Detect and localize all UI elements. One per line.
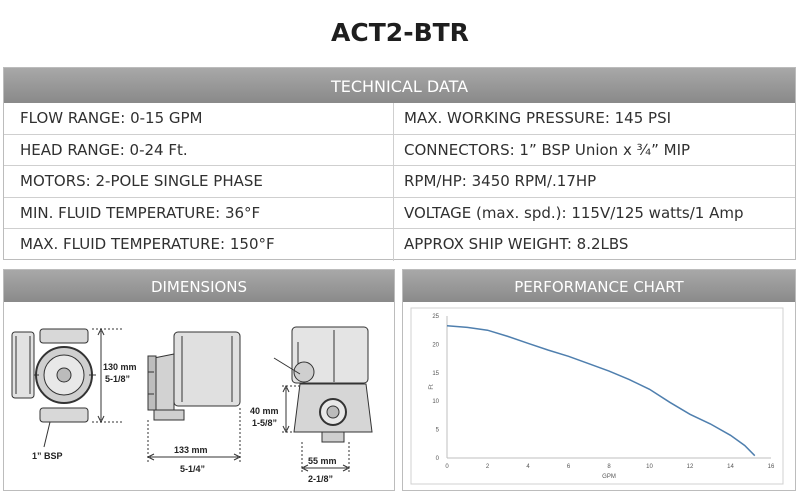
- technical-data-table: TECHNICAL DATA FLOW RANGE: 0-15 GPM MAX.…: [3, 67, 796, 261]
- x-tick-label: 2: [486, 464, 490, 470]
- x-axis-label: GPM: [602, 474, 616, 480]
- x-tick-label: 0: [445, 464, 449, 470]
- x-tick-label: 12: [687, 464, 694, 470]
- spec-motors: MOTORS: 2-POLE SINGLE PHASE: [4, 166, 394, 197]
- pump-top-view: [291, 326, 373, 443]
- x-tick-label: 8: [607, 464, 611, 470]
- technical-data-header: TECHNICAL DATA: [4, 68, 795, 103]
- height-dimension: [92, 327, 124, 424]
- depth-in-label: 2-1/8”: [308, 474, 333, 484]
- spec-head-range: HEAD RANGE: 0-24 Ft.: [4, 134, 394, 166]
- length-dimension: [146, 408, 242, 462]
- dimensions-drawing: 130 mm 5-1/8” 1” BSP 133 mm 5-1/4”: [11, 326, 373, 484]
- length-mm-label: 133 mm: [174, 445, 208, 455]
- spec-connectors: CONNECTORS: 1” BSP Union x ¾” MIP: [404, 140, 691, 159]
- spec-max-temp: MAX. FLUID TEMPERATURE: 150°F: [4, 229, 394, 261]
- depth-mm-label: 55 mm: [308, 456, 337, 466]
- connector-label: 1” BSP: [32, 451, 63, 461]
- spec-max-pressure: MAX. WORKING PRESSURE: 145 PSI: [404, 109, 672, 127]
- height-in-label: 5-1/8”: [105, 374, 130, 384]
- y-tick-label: 0: [436, 456, 440, 462]
- depth-dimension: [300, 442, 351, 474]
- x-tick-label: 16: [768, 464, 775, 470]
- y-tick-label: 5: [436, 428, 440, 434]
- height-mm-label: 130 mm: [103, 362, 137, 372]
- dimensions-header: DIMENSIONS: [4, 270, 394, 302]
- table-row: FLOW RANGE: 0-15 GPM MAX. WORKING PRESSU…: [4, 103, 795, 135]
- spec-min-temp: MIN. FLUID TEMPERATURE: 36°F: [4, 197, 394, 229]
- y-axis-label: Ft: [429, 384, 435, 390]
- table-row: MIN. FLUID TEMPERATURE: 36°F VOLTAGE (ma…: [4, 197, 795, 230]
- spec-ship-weight: APPROX SHIP WEIGHT: 8.2LBS: [404, 235, 629, 254]
- table-row: MAX. FLUID TEMPERATURE: 150°F APPROX SHI…: [4, 229, 795, 261]
- spec-rpm-hp: RPM/HP: 3450 RPM/.17HP: [404, 172, 597, 191]
- table-row: HEAD RANGE: 0-24 Ft. CONNECTORS: 1” BSP …: [4, 134, 795, 167]
- y-tick-label: 15: [432, 371, 439, 377]
- y-tick-label: 20: [432, 342, 439, 348]
- x-tick-label: 6: [567, 464, 571, 470]
- dimensions-panel: DIMENSIONS 130 mm 5-1/8” 1” BSP: [3, 269, 395, 491]
- spec-voltage: VOLTAGE (max. spd.): 115V/125 watts/1 Am…: [404, 203, 744, 222]
- page-title: ACT2-BTR: [331, 18, 469, 47]
- pump-side-view: [147, 331, 241, 421]
- performance-header: PERFORMANCE CHART: [403, 270, 795, 302]
- y-tick-label: 25: [432, 314, 439, 320]
- y-tick-label: 10: [432, 399, 439, 405]
- chart-frame: [410, 307, 784, 485]
- performance-panel: PERFORMANCE CHART 0 2 4 6 8 10 12 14 16 0 5 10 15 20…: [402, 269, 796, 491]
- pump-front-view: [11, 328, 96, 448]
- x-tick-label: 4: [526, 464, 530, 470]
- x-tick-label: 10: [646, 464, 653, 470]
- length-in-label: 5-1/4”: [180, 464, 205, 474]
- x-tick-label: 14: [727, 464, 734, 470]
- offset-in-label: 1-5/8”: [252, 418, 277, 428]
- spec-flow-range: FLOW RANGE: 0-15 GPM: [4, 103, 394, 134]
- table-row: MOTORS: 2-POLE SINGLE PHASE RPM/HP: 3450…: [4, 166, 795, 198]
- performance-chart: 0 2 4 6 8 10 12 14 16 0 5 10 15 20 25 GPM Ft: [410, 307, 784, 485]
- offset-dimension: [273, 357, 301, 434]
- series-line: [446, 324, 756, 457]
- offset-mm-label: 40 mm: [250, 406, 279, 416]
